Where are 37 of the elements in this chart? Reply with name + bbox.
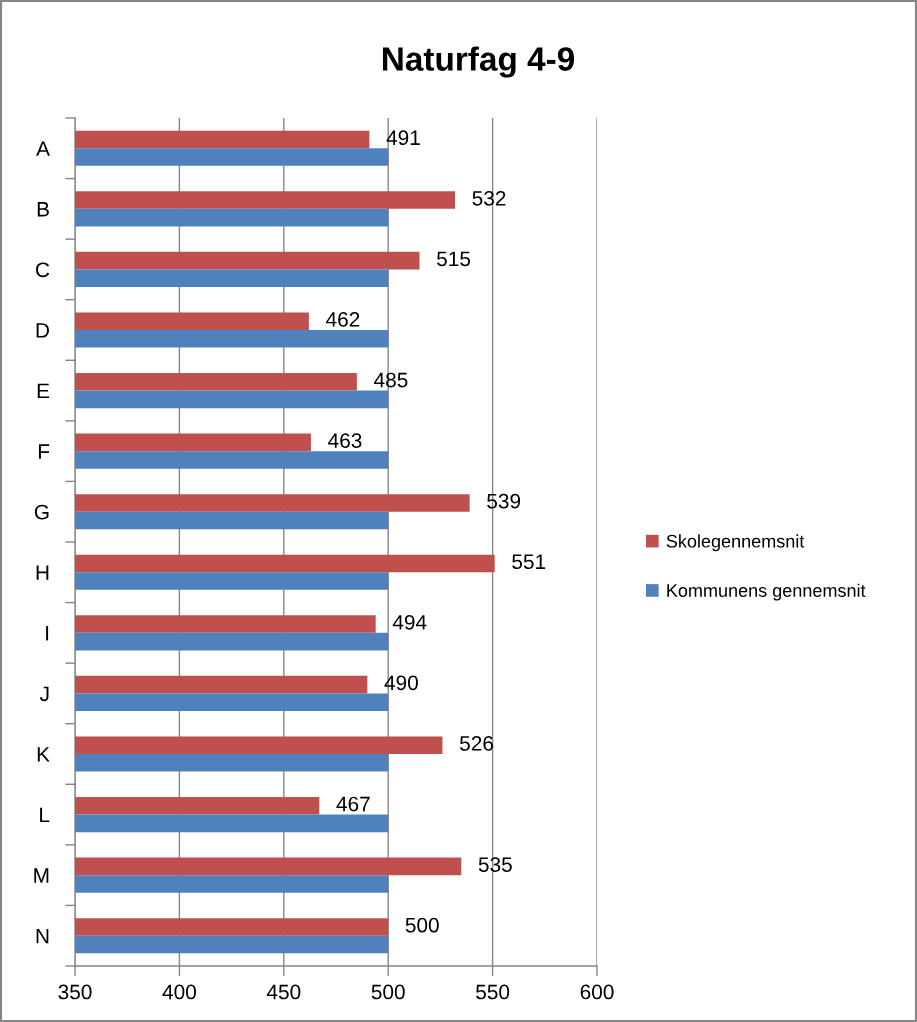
y-tick-label: L: [40, 807, 50, 823]
y-tick-label: I: [46, 626, 49, 641]
x-tick-label: 350: [58, 984, 92, 1000]
data-label: 551: [512, 554, 546, 570]
legend-label: Kommunens gennemsnit: [667, 583, 866, 601]
legend-label: Skolegennemsnit: [666, 534, 805, 552]
data-label: 535: [478, 857, 512, 872]
data-label: 526: [459, 736, 493, 751]
y-tick-label: M: [34, 868, 49, 883]
data-label: 467: [336, 796, 370, 812]
y-tick-label: D: [36, 323, 49, 338]
data-label: 490: [384, 675, 418, 691]
x-tick-label: 400: [162, 984, 196, 1000]
y-tick-label: J: [39, 686, 49, 702]
x-tick-label: 550: [476, 984, 510, 1000]
y-tick-label: H: [36, 565, 49, 580]
data-label: 500: [405, 917, 439, 933]
data-label: 539: [487, 493, 521, 509]
data-label: 462: [326, 312, 360, 327]
data-label: 532: [472, 190, 506, 206]
y-tick-label: F: [38, 444, 50, 459]
data-label: 515: [437, 251, 471, 267]
data-label: 491: [386, 130, 420, 146]
x-tick-label: 600: [580, 984, 614, 1000]
chart-title: Naturfag 4-9: [382, 46, 575, 78]
y-tick-label: N: [36, 928, 49, 944]
y-tick-label: E: [37, 383, 50, 399]
data-label: 463: [328, 433, 362, 448]
data-label: 485: [374, 372, 408, 388]
y-tick-label: A: [36, 141, 50, 156]
y-tick-label: K: [37, 747, 50, 762]
x-tick-label: 450: [266, 984, 301, 1000]
y-tick-label: G: [34, 504, 49, 520]
y-tick-label: C: [36, 262, 50, 278]
x-tick-label: 500: [371, 984, 405, 1000]
data-label: 494: [392, 614, 427, 630]
y-tick-label: B: [37, 202, 49, 217]
